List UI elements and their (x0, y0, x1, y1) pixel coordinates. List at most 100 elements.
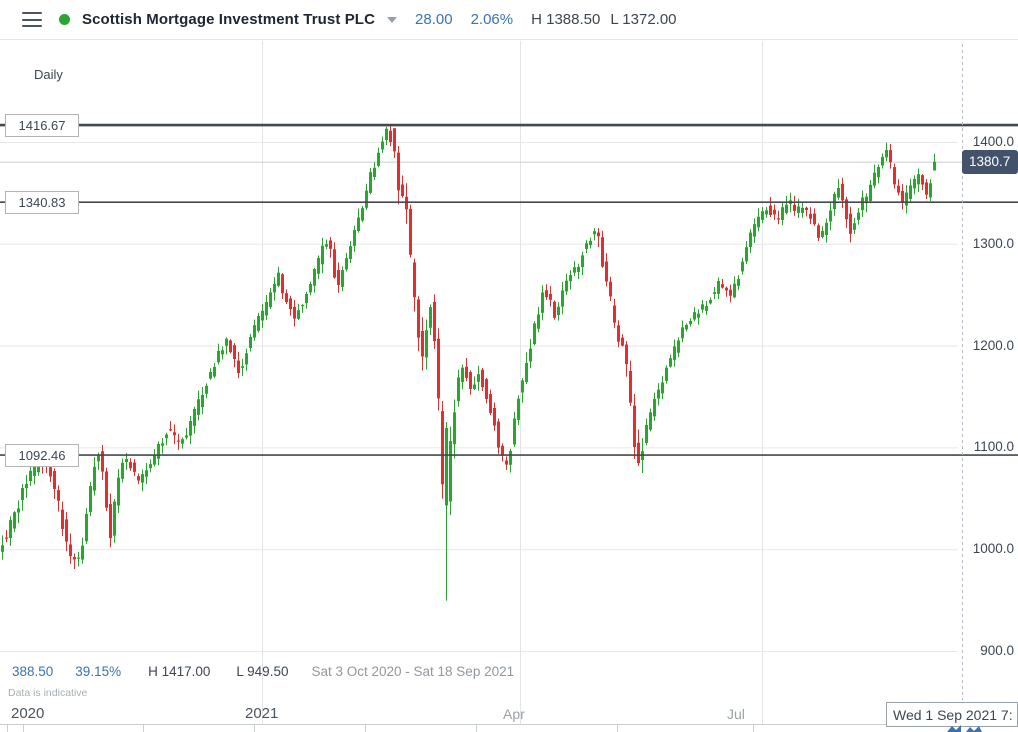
candle-body (345, 258, 348, 270)
candle-body (125, 458, 128, 463)
candle-body (53, 471, 56, 489)
candle-body (325, 244, 328, 247)
timeframe-label[interactable]: Daily (34, 67, 63, 82)
candle-body (389, 130, 392, 142)
candle-body (557, 306, 560, 316)
candle-body (761, 211, 764, 220)
candle-body (265, 301, 268, 316)
candle-body (817, 225, 820, 238)
candle-body (281, 274, 284, 294)
candle-body (169, 429, 172, 431)
candle-body (709, 299, 712, 304)
candle-body (877, 166, 880, 178)
current-price-value: 1380.7 (969, 154, 1011, 170)
cursor-date-text: Wed 1 Sep 2021 7: (893, 706, 1013, 723)
candle-body (181, 439, 184, 444)
candle-body (333, 249, 336, 278)
candle-body (781, 207, 784, 220)
candle-body (229, 340, 232, 353)
candle-body (57, 490, 60, 501)
candle-body (241, 366, 244, 368)
area-chart-icon[interactable] (966, 725, 982, 732)
candle-body (737, 279, 740, 286)
price-level-label: 1092.46 (5, 443, 79, 467)
candle-body (537, 314, 540, 329)
candle-body (477, 374, 480, 382)
candle-body (677, 340, 680, 353)
candle-body (317, 257, 320, 274)
candle-body (589, 240, 592, 246)
y-axis-tick-label: 1000.0 (972, 541, 1014, 557)
candle-body (329, 240, 332, 249)
candle-body (493, 407, 496, 426)
candle-body (525, 362, 528, 383)
candle-body (517, 398, 520, 420)
candle-body (617, 325, 620, 342)
candle-body (501, 445, 504, 456)
y-axis-tick-label: 1100.0 (973, 439, 1014, 455)
instrument-title[interactable]: Scottish Mortgage Investment Trust PLC (82, 11, 376, 28)
candle-body (609, 281, 612, 297)
candle-body (217, 350, 220, 363)
candle-body (93, 466, 96, 491)
candle-body (461, 367, 464, 383)
candle-body (73, 556, 76, 560)
candle-body (769, 205, 772, 215)
candle-body (101, 451, 104, 472)
candle-body (581, 255, 584, 268)
candle-body (465, 366, 468, 378)
candle-body (21, 488, 24, 501)
candle-body (545, 290, 548, 298)
candle-body (469, 372, 472, 389)
candle-body (765, 210, 768, 215)
candle-body (725, 287, 728, 291)
candle-body (69, 544, 72, 557)
chevron-down-icon[interactable] (387, 16, 398, 23)
candle-body (313, 269, 316, 286)
candle-body (553, 301, 556, 318)
candle-body (749, 232, 752, 248)
candle-body (881, 156, 884, 166)
candle-body (805, 207, 808, 210)
x-axis-tick-label: 2021 (245, 705, 279, 722)
candle-body (129, 462, 132, 469)
candle-body (309, 284, 312, 293)
candle-body (437, 338, 440, 399)
candle-body (365, 190, 368, 208)
candle-body (349, 246, 352, 260)
candle-body (657, 389, 660, 399)
candle-body (13, 512, 16, 529)
candle-body (753, 224, 756, 237)
period-stats-row: 388.50 39.15% H 1417.00 L 949.50 Sat 3 O… (8, 664, 514, 679)
candle-body (305, 293, 308, 304)
candle-body (637, 442, 640, 464)
candle-body (901, 190, 904, 203)
candle-body (165, 434, 168, 439)
candle-body (161, 443, 164, 446)
line-chart-icon[interactable] (946, 725, 962, 732)
candle-body (689, 321, 692, 325)
candle-body (409, 208, 412, 255)
candle-body (381, 141, 384, 150)
header-change: 28.00 (415, 11, 453, 28)
candle-body (293, 306, 296, 319)
header-change-pct: 2.06% (470, 11, 514, 28)
candle-body (237, 360, 240, 374)
candle-body (337, 270, 340, 285)
candle-body (449, 441, 452, 502)
candle-body (813, 213, 816, 225)
candle-body (269, 292, 272, 308)
candle-body (509, 450, 512, 465)
candle-body (341, 270, 344, 287)
x-axis-tick-label: Jul (727, 706, 745, 722)
cursor-date-label: Wed 1 Sep 2021 7: (886, 702, 1018, 727)
y-axis-tick-label: 1200.0 (972, 337, 1014, 353)
y-axis-tick-label: 900.0 (980, 643, 1014, 658)
menu-icon[interactable] (22, 12, 42, 27)
candle-body (565, 280, 568, 292)
candle-body (301, 305, 304, 307)
candle-body (693, 312, 696, 320)
candle-body (873, 172, 876, 186)
period-change-pct: 39.15% (75, 664, 122, 679)
